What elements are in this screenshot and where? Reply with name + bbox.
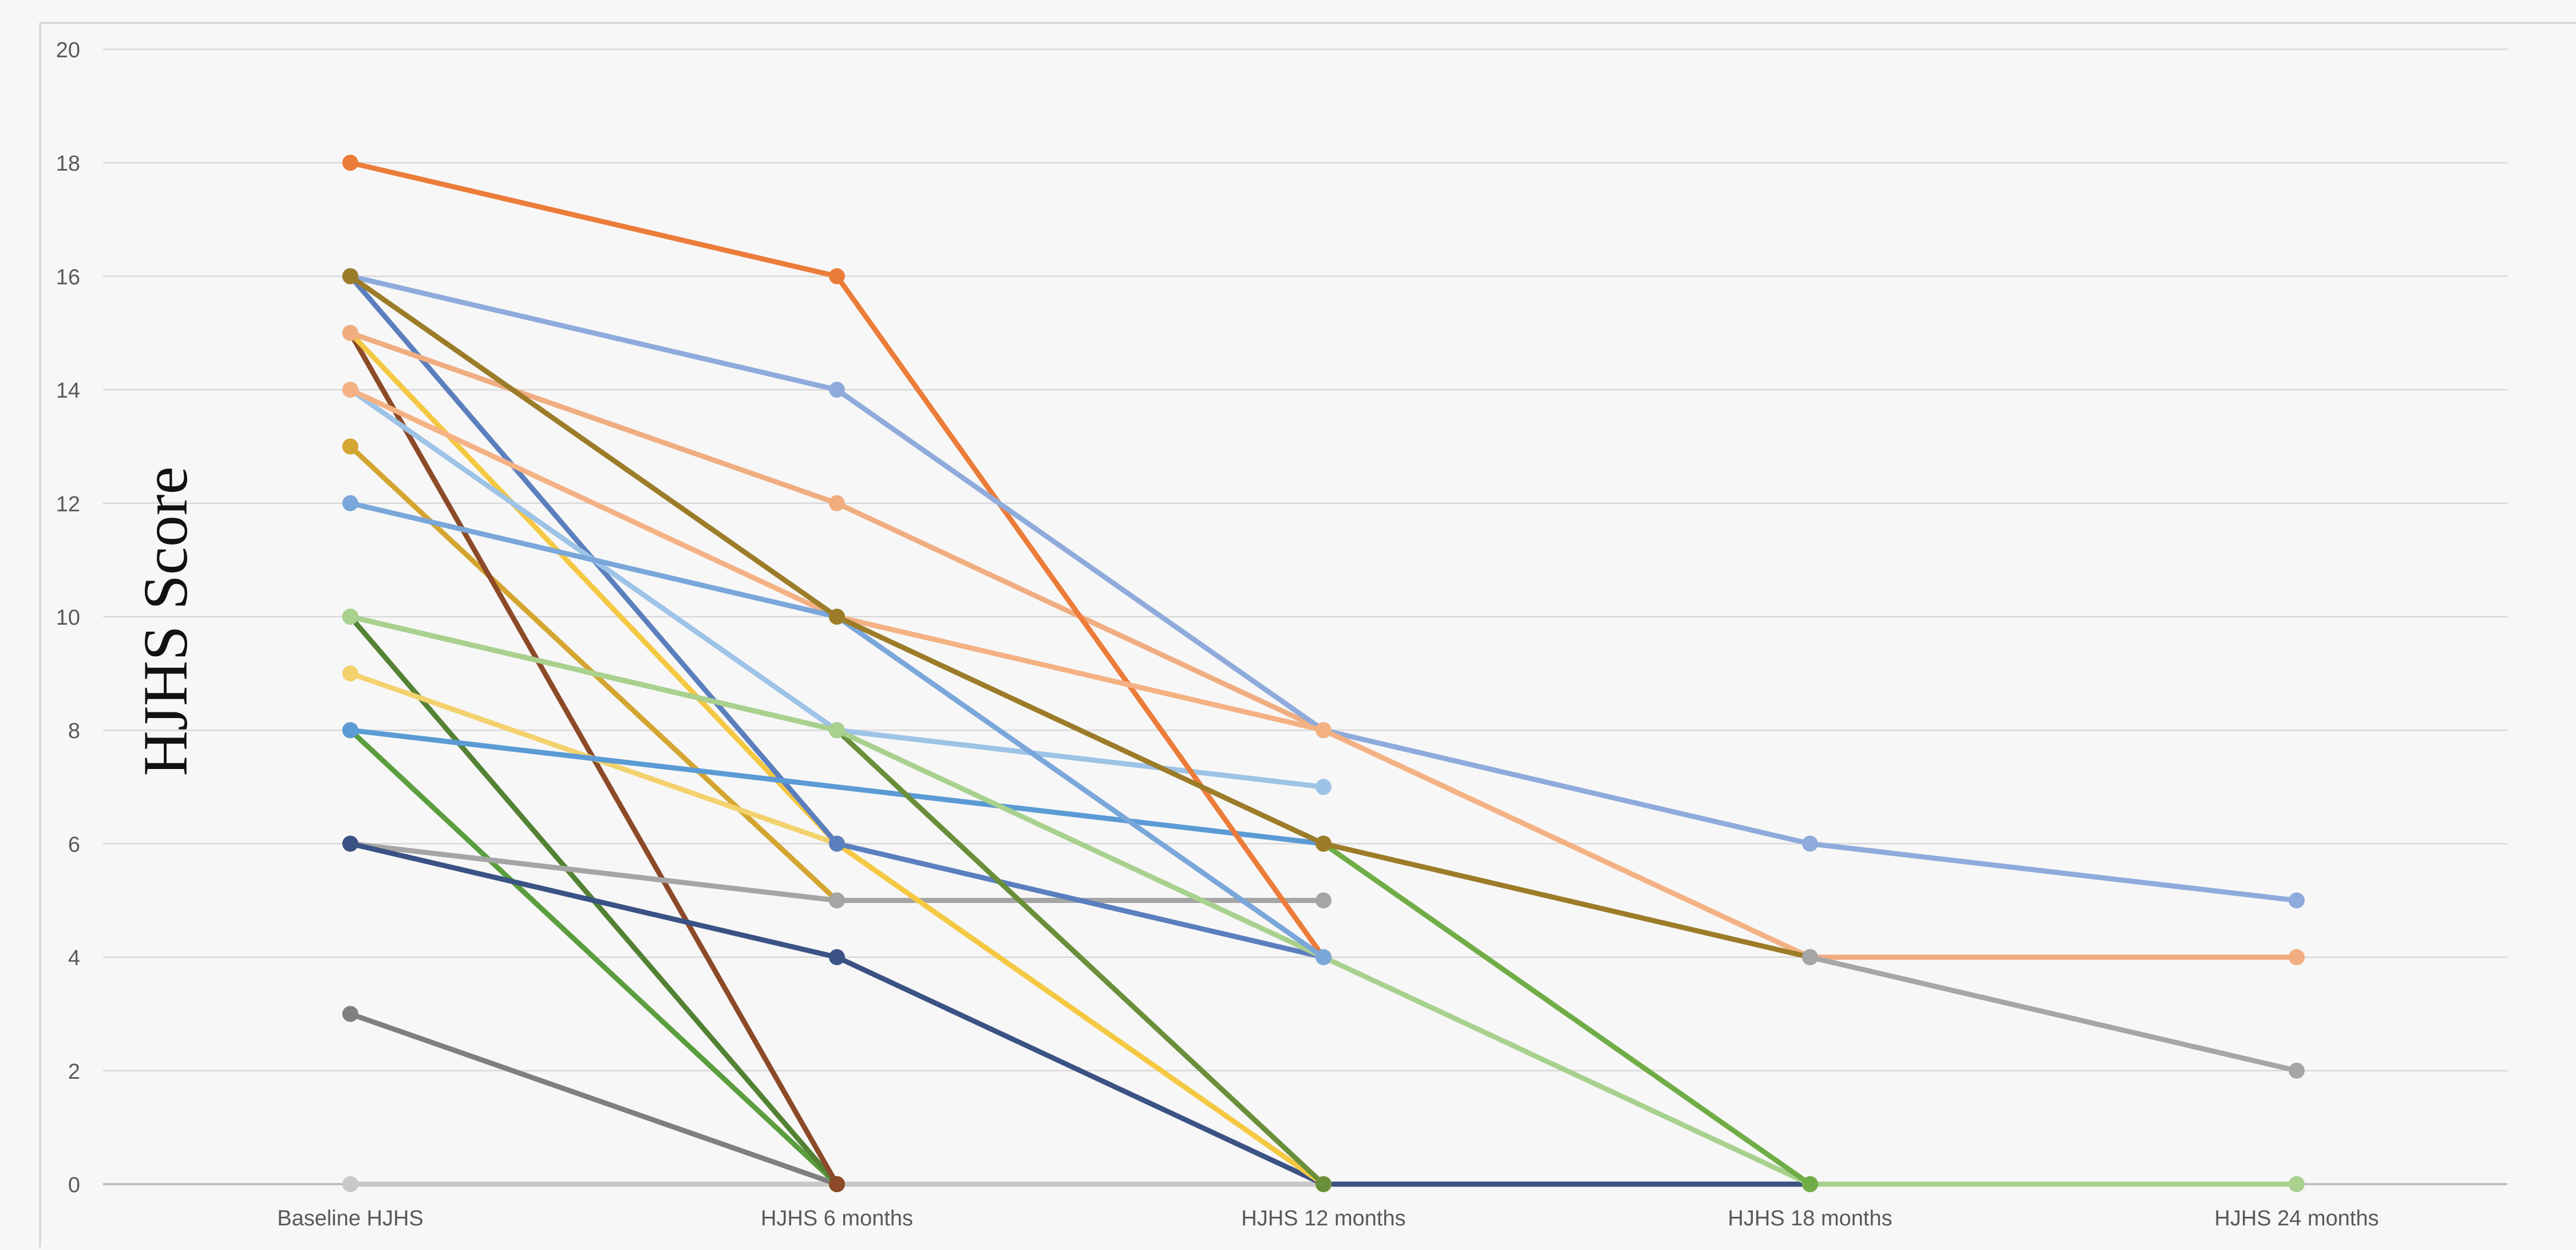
data-point xyxy=(342,438,358,455)
series-line xyxy=(347,330,2300,960)
data-point xyxy=(2289,949,2305,965)
data-point xyxy=(342,835,358,852)
y-tick-label: 16 xyxy=(56,265,80,289)
data-point xyxy=(829,1176,845,1192)
x-tick-label: HJHS 6 months xyxy=(761,1206,913,1231)
data-point xyxy=(342,268,358,285)
data-point xyxy=(829,381,845,398)
data-point xyxy=(342,1176,358,1192)
data-point xyxy=(2289,892,2305,909)
plot-frame xyxy=(39,22,2576,1247)
data-point xyxy=(829,268,845,285)
data-point xyxy=(1802,1176,1818,1192)
data-point xyxy=(829,722,845,739)
series-line xyxy=(1321,841,1813,1187)
data-point xyxy=(1315,949,1332,965)
y-tick-label: 12 xyxy=(56,492,80,516)
data-point xyxy=(829,609,845,625)
data-point xyxy=(1802,835,1818,852)
series-points xyxy=(342,155,2305,1192)
series-line xyxy=(347,1011,840,1187)
data-point xyxy=(342,325,358,341)
data-point xyxy=(1315,892,1332,909)
x-tick-label: HJHS 18 months xyxy=(1728,1206,1892,1231)
y-axis-label: HJHS Score xyxy=(131,467,200,776)
data-point xyxy=(1315,779,1332,795)
y-tick-label: 8 xyxy=(68,719,80,743)
x-tick-labels: Baseline HJHS HJHS 6 months HJHS 12 months… xyxy=(277,1206,2379,1231)
data-point xyxy=(342,722,358,739)
y-tick-label: 10 xyxy=(56,606,80,630)
y-tick-label: 6 xyxy=(68,833,80,857)
data-point xyxy=(1802,949,1818,965)
y-tick-label: 14 xyxy=(56,379,80,403)
series-line xyxy=(347,273,1813,960)
data-point xyxy=(829,495,845,511)
data-point xyxy=(829,949,845,965)
data-point xyxy=(2289,1176,2305,1192)
series-line xyxy=(347,727,1326,846)
data-point xyxy=(342,665,358,682)
y-tick-label: 2 xyxy=(68,1060,80,1084)
data-point xyxy=(342,609,358,625)
data-point xyxy=(2289,1062,2305,1079)
series-line xyxy=(347,727,840,1187)
y-tick-label: 4 xyxy=(68,947,80,971)
series-lines xyxy=(347,160,2300,1187)
data-point xyxy=(829,835,845,852)
data-point xyxy=(342,155,358,171)
data-point xyxy=(1315,722,1332,739)
series-line xyxy=(347,387,1813,960)
data-point xyxy=(829,892,845,909)
y-tick-label: 20 xyxy=(56,38,80,62)
x-tick-label: HJHS 12 months xyxy=(1241,1206,1405,1231)
data-point xyxy=(342,1005,358,1022)
y-tick-label: 0 xyxy=(68,1173,80,1197)
y-tick-label: 18 xyxy=(56,152,80,176)
data-point xyxy=(342,495,358,511)
y-tick-labels: 0 2 4 6 8 10 12 14 16 18 20 xyxy=(56,38,80,1197)
x-tick-label: Baseline HJHS xyxy=(277,1206,424,1231)
x-tick-label: HJHS 24 months xyxy=(2214,1206,2379,1231)
data-point xyxy=(1315,835,1332,852)
data-point xyxy=(1315,1176,1332,1192)
series-line xyxy=(1807,955,2300,1074)
series-line xyxy=(347,841,1813,1187)
data-point xyxy=(342,381,358,398)
gridlines xyxy=(103,48,2507,1185)
series-line xyxy=(347,273,2300,903)
